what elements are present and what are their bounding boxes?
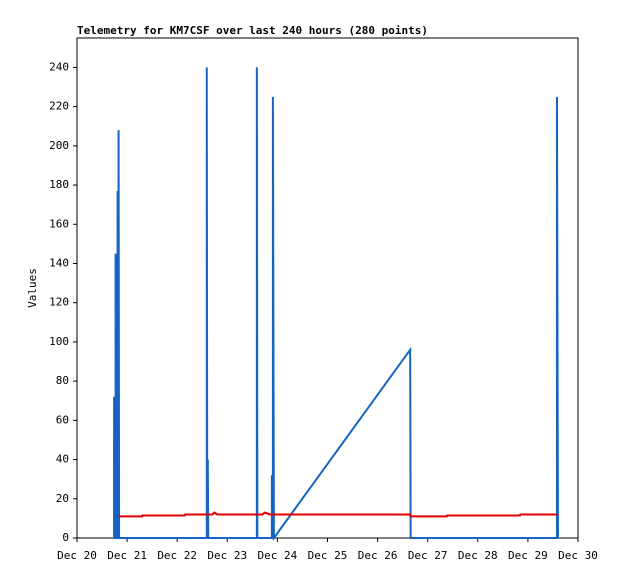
y-tick-label: 220 <box>49 100 69 113</box>
x-tick-label: Dec 24 <box>258 549 298 562</box>
x-tick-label: Dec 30 <box>558 549 598 562</box>
y-axis-label: Values <box>26 268 39 308</box>
y-tick-label: 100 <box>49 335 69 348</box>
x-tick-label: Dec 20 <box>57 549 97 562</box>
x-tick-label: Dec 29 <box>508 549 548 562</box>
y-tick-label: 60 <box>56 413 69 426</box>
y-tick-label: 200 <box>49 139 69 152</box>
x-tick-label: Dec 22 <box>157 549 197 562</box>
y-tick-label: 240 <box>49 60 69 73</box>
y-tick-label: 20 <box>56 492 69 505</box>
x-tick-label: Dec 25 <box>308 549 348 562</box>
y-tick-label: 0 <box>62 531 69 544</box>
chart-title: Telemetry for KM7CSF over last 240 hours… <box>77 24 428 37</box>
y-tick-label: 80 <box>56 374 69 387</box>
y-tick-label: 140 <box>49 256 69 269</box>
x-tick-label: Dec 23 <box>207 549 247 562</box>
y-tick-label: 160 <box>49 217 69 230</box>
series-line <box>118 511 558 518</box>
x-tick-label: Dec 26 <box>358 549 398 562</box>
x-tick-label: Dec 21 <box>107 549 147 562</box>
y-tick-label: 120 <box>49 296 69 309</box>
x-tick-label: Dec 27 <box>408 549 448 562</box>
x-tick-label: Dec 28 <box>458 549 498 562</box>
y-tick-label: 40 <box>56 453 69 466</box>
series-line <box>113 67 559 542</box>
y-tick-label: 180 <box>49 178 69 191</box>
